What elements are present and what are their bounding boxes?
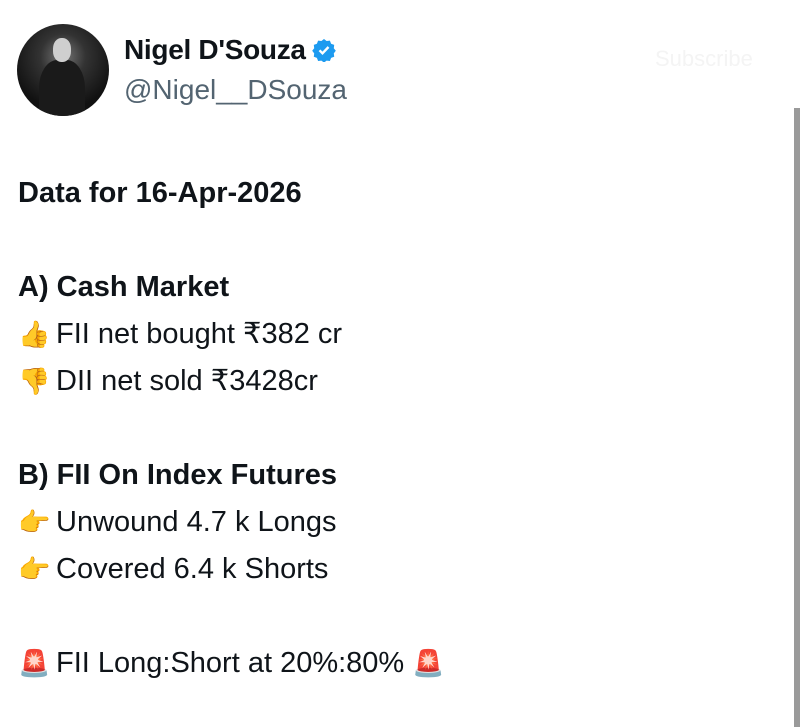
list-item: 👎 DII net sold ₹3428cr	[18, 358, 450, 405]
rotating-light-icon: 🚨	[412, 648, 445, 678]
list-item: 👉 Covered 6.4 k Shorts	[18, 546, 450, 593]
rotating-light-icon: 🚨	[18, 648, 51, 678]
author-handle[interactable]: @Nigel__DSouza	[124, 74, 347, 105]
list-item: 👉 Unwound 4.7 k Longs	[18, 499, 450, 546]
pointing-right-icon: 👉	[18, 554, 51, 584]
date-line: Data for 16-Apr-2026	[18, 177, 302, 209]
list-item: 👍 FII net bought ₹382 cr	[18, 311, 450, 358]
avatar[interactable]	[17, 24, 109, 116]
thumbs-up-icon: 👍	[18, 319, 51, 349]
section-a-title: A) Cash Market	[18, 271, 230, 303]
pointing-right-icon: 👉	[18, 507, 51, 537]
section-b-title: B) FII On Index Futures	[18, 459, 338, 491]
tweet-text: Data for 16-Apr-2026 A) Cash Market 👍 FII…	[18, 170, 450, 687]
ratio-line: 🚨 FII Long:Short at 20%:80% 🚨	[18, 640, 450, 687]
verified-badge-icon	[311, 39, 336, 62]
author-name[interactable]: Nigel D'Souza	[124, 34, 336, 66]
scrollbar[interactable]	[794, 108, 800, 727]
subscribe-button[interactable]: Subscribe	[655, 46, 753, 71]
thumbs-down-icon: 👎	[18, 366, 51, 396]
